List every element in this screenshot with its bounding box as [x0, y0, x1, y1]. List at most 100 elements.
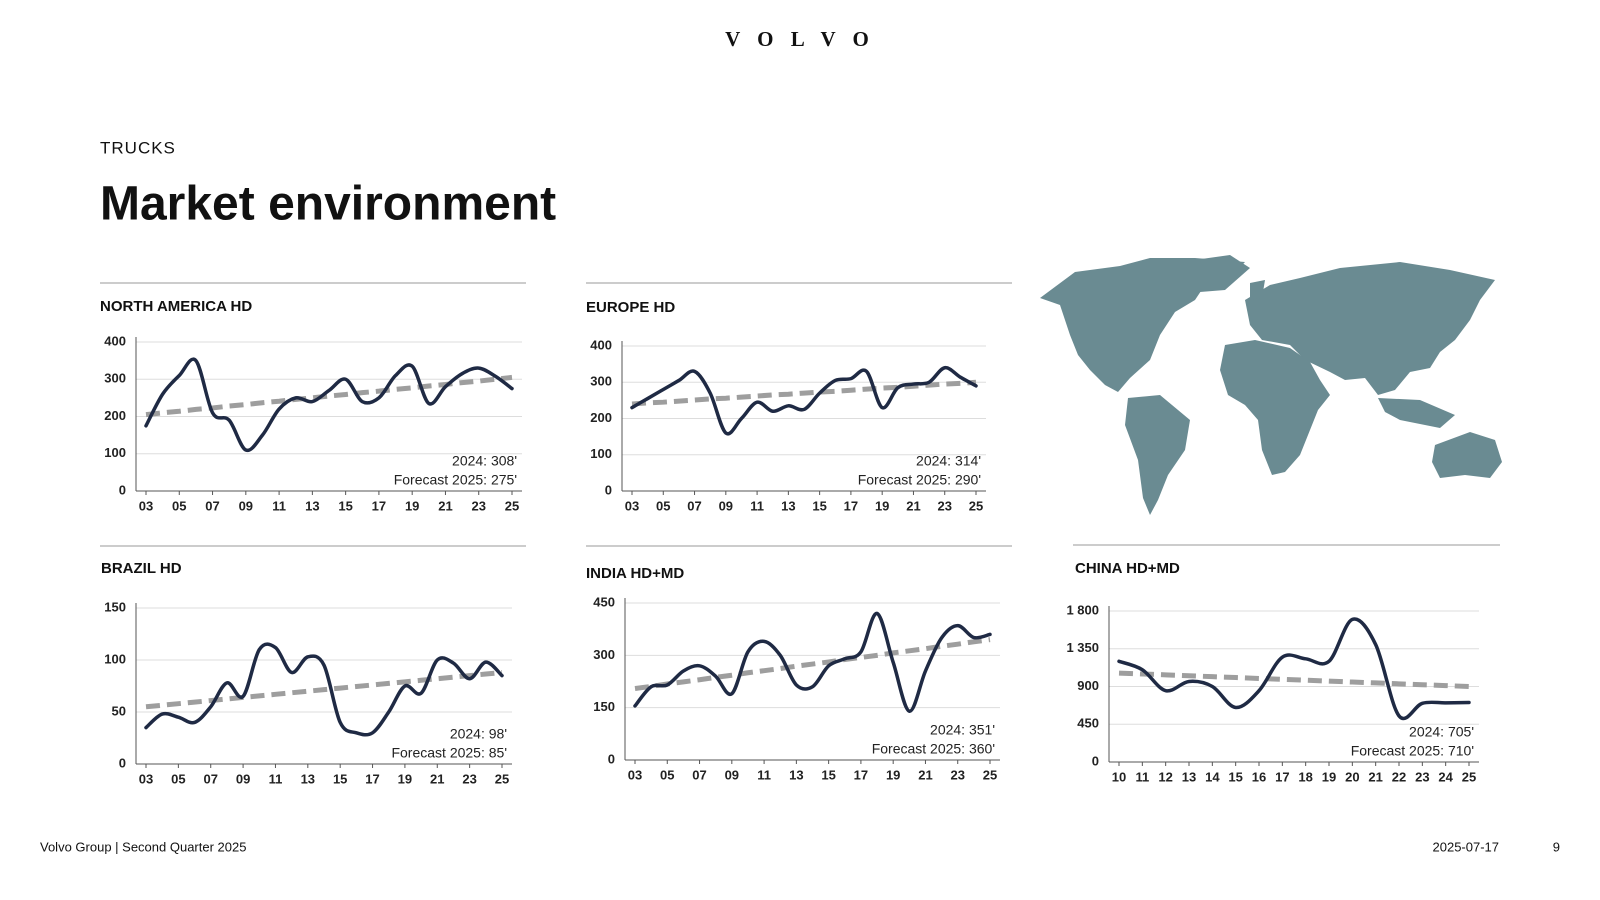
- y-tick-label: 400: [590, 337, 612, 352]
- data-line: [144, 357, 514, 453]
- brand-logo: V O L V O: [725, 27, 875, 51]
- y-tick-label: 300: [593, 647, 615, 662]
- y-tick-label: 450: [593, 594, 615, 609]
- page-number: 9: [1553, 839, 1560, 854]
- y-tick-label: 0: [605, 482, 612, 497]
- x-tick-label: 07: [203, 771, 217, 786]
- x-tick-label: 21: [438, 498, 452, 513]
- y-tick-label: 0: [119, 755, 126, 770]
- y-tick-label: 300: [104, 371, 126, 386]
- world-map: [1040, 255, 1502, 515]
- x-tick-label: 03: [139, 498, 153, 513]
- y-tick-label: 100: [104, 651, 126, 666]
- y-tick-label: 100: [104, 445, 126, 460]
- x-tick-label: 20: [1345, 769, 1359, 784]
- y-tick-label: 0: [119, 482, 126, 497]
- x-tick-label: 21: [906, 498, 920, 513]
- y-tick-label: 1 800: [1066, 602, 1099, 617]
- x-tick-label: 13: [301, 771, 315, 786]
- annotation: 2024: 308': [452, 453, 517, 469]
- x-tick-label: 15: [338, 498, 352, 513]
- y-tick-label: 900: [1077, 678, 1099, 693]
- annotation: Forecast 2025: 360': [872, 741, 995, 757]
- x-tick-label: 23: [471, 498, 485, 513]
- x-tick-label: 11: [750, 498, 764, 513]
- y-tick-label: 0: [608, 751, 615, 766]
- chart-title: CHINA HD+MD: [1075, 560, 1180, 577]
- x-tick-label: 15: [821, 767, 835, 782]
- x-tick-label: 25: [969, 498, 983, 513]
- x-tick-label: 19: [405, 498, 419, 513]
- x-tick-label: 25: [495, 771, 509, 786]
- x-tick-label: 15: [812, 498, 826, 513]
- chart: BRAZIL HD 0 50 100 150 03 05 07 09 11 13 15 17 19 21 23…: [100, 545, 526, 786]
- x-tick-label: 14: [1205, 769, 1220, 784]
- data-line: [144, 642, 504, 737]
- x-tick-label: 19: [398, 771, 412, 786]
- annotation: Forecast 2025: 85': [391, 745, 507, 761]
- x-tick-label: 17: [365, 771, 379, 786]
- slide-title: Market environment: [100, 178, 556, 231]
- x-tick-label: 13: [781, 498, 795, 513]
- annotation: Forecast 2025: 275': [394, 472, 517, 488]
- x-tick-label: 23: [1415, 769, 1429, 784]
- x-tick-label: 15: [333, 771, 347, 786]
- x-tick-label: 13: [789, 767, 803, 782]
- annotation: Forecast 2025: 710': [1351, 743, 1474, 759]
- chart-title: EUROPE HD: [586, 299, 675, 316]
- y-tick-label: 50: [112, 703, 126, 718]
- x-tick-label: 15: [1228, 769, 1242, 784]
- data-line: [1117, 617, 1471, 721]
- x-tick-label: 11: [757, 767, 771, 782]
- x-tick-label: 07: [205, 498, 219, 513]
- footer-date: 2025-07-17: [1433, 839, 1500, 854]
- trend-line: [634, 637, 991, 691]
- chart: CHINA HD+MD 0 450 900 1 350 1 800 10 11 12 13 14 15…: [1066, 544, 1500, 784]
- x-tick-label: 21: [1368, 769, 1382, 784]
- x-tick-label: 17: [854, 767, 868, 782]
- y-tick-label: 200: [104, 408, 126, 423]
- y-tick-label: 100: [590, 446, 612, 461]
- x-tick-label: 25: [983, 767, 997, 782]
- x-tick-label: 25: [1462, 769, 1476, 784]
- annotation: 2024: 314': [916, 453, 981, 469]
- x-tick-label: 05: [656, 498, 670, 513]
- x-tick-label: 03: [628, 767, 642, 782]
- chart-title: NORTH AMERICA HD: [100, 298, 252, 315]
- x-tick-label: 18: [1298, 769, 1312, 784]
- data-line: [633, 611, 992, 713]
- footer-left: Volvo Group | Second Quarter 2025: [40, 839, 246, 854]
- x-tick-label: 07: [687, 498, 701, 513]
- x-tick-label: 10: [1112, 769, 1126, 784]
- x-tick-label: 21: [430, 771, 444, 786]
- x-tick-label: 23: [950, 767, 964, 782]
- y-tick-label: 0: [1092, 753, 1099, 768]
- x-tick-label: 09: [239, 498, 253, 513]
- y-tick-label: 400: [104, 333, 126, 348]
- x-tick-label: 16: [1252, 769, 1266, 784]
- trend-line: [145, 374, 513, 418]
- x-tick-label: 09: [719, 498, 733, 513]
- x-tick-label: 11: [272, 498, 286, 513]
- trend-line: [145, 669, 503, 710]
- annotation: 2024: 98': [450, 726, 507, 742]
- x-tick-label: 19: [886, 767, 900, 782]
- x-tick-label: 17: [372, 498, 386, 513]
- x-tick-label: 05: [660, 767, 674, 782]
- x-tick-label: 11: [269, 771, 283, 786]
- y-tick-label: 1 350: [1066, 640, 1099, 655]
- data-line: [630, 365, 978, 436]
- trend-line: [1118, 670, 1470, 689]
- x-tick-label: 13: [305, 498, 319, 513]
- x-tick-label: 19: [1322, 769, 1336, 784]
- x-tick-label: 07: [692, 767, 706, 782]
- x-tick-label: 25: [505, 498, 519, 513]
- x-tick-label: 09: [236, 771, 250, 786]
- y-tick-label: 150: [593, 699, 615, 714]
- y-tick-label: 150: [104, 599, 126, 614]
- x-tick-label: 05: [171, 771, 185, 786]
- x-tick-label: 23: [462, 771, 476, 786]
- x-tick-label: 05: [172, 498, 186, 513]
- x-tick-label: 11: [1135, 769, 1149, 784]
